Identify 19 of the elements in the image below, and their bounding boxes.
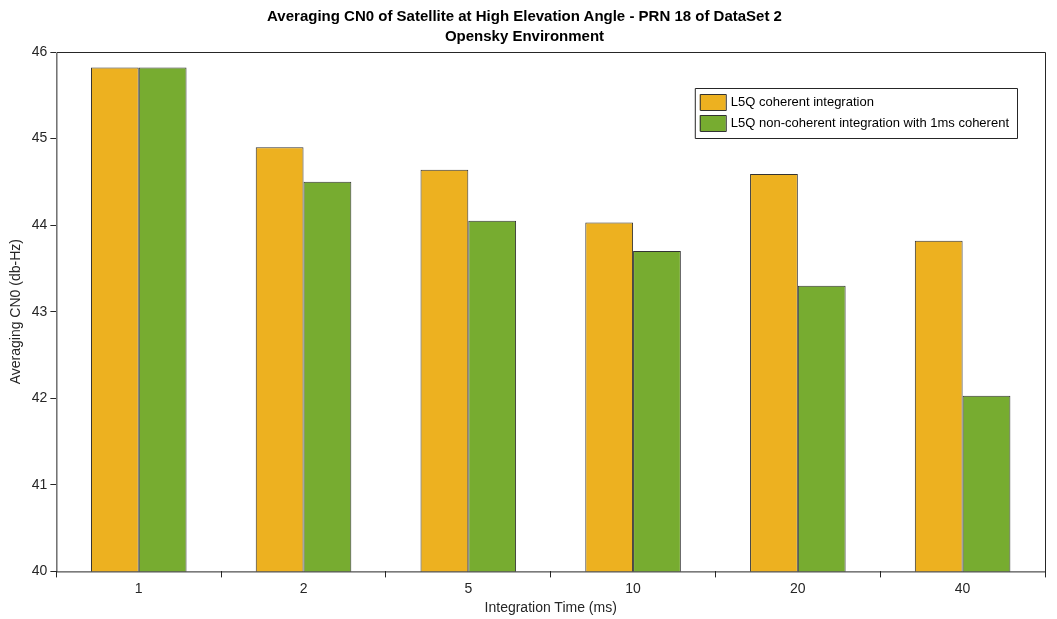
y-tick-label: 43	[31, 302, 48, 319]
y-tick-label: 41	[31, 475, 48, 492]
legend-label: L5Q non-coherent integration with 1ms coherent	[730, 114, 1010, 130]
y-tick-label: 44	[31, 215, 48, 232]
y-axis-title: Averaging CN0 (db-Hz)	[7, 239, 24, 385]
x-axis-title: Integration Time (ms)	[484, 599, 617, 616]
y-tick-label: 46	[31, 42, 48, 59]
x-tick-label: 20	[790, 579, 806, 596]
x-tick-label: 1	[134, 579, 143, 596]
x-tick-label: 5	[464, 579, 473, 596]
y-tick-label: 45	[31, 129, 48, 146]
legend-label: L5Q coherent integration	[730, 93, 874, 109]
x-tick-label: 40	[954, 579, 971, 596]
x-tick-label: 10	[625, 579, 642, 596]
y-tick-label: 42	[31, 389, 48, 406]
chart-subtitle: Opensky Environment	[444, 27, 605, 45]
y-tick-label: 40	[31, 562, 48, 579]
x-tick-label: 2	[299, 579, 308, 596]
chart-title: Averaging CN0 of Satellite at High Elevation Angle - PRN 18 of DataSet 2	[267, 7, 782, 25]
